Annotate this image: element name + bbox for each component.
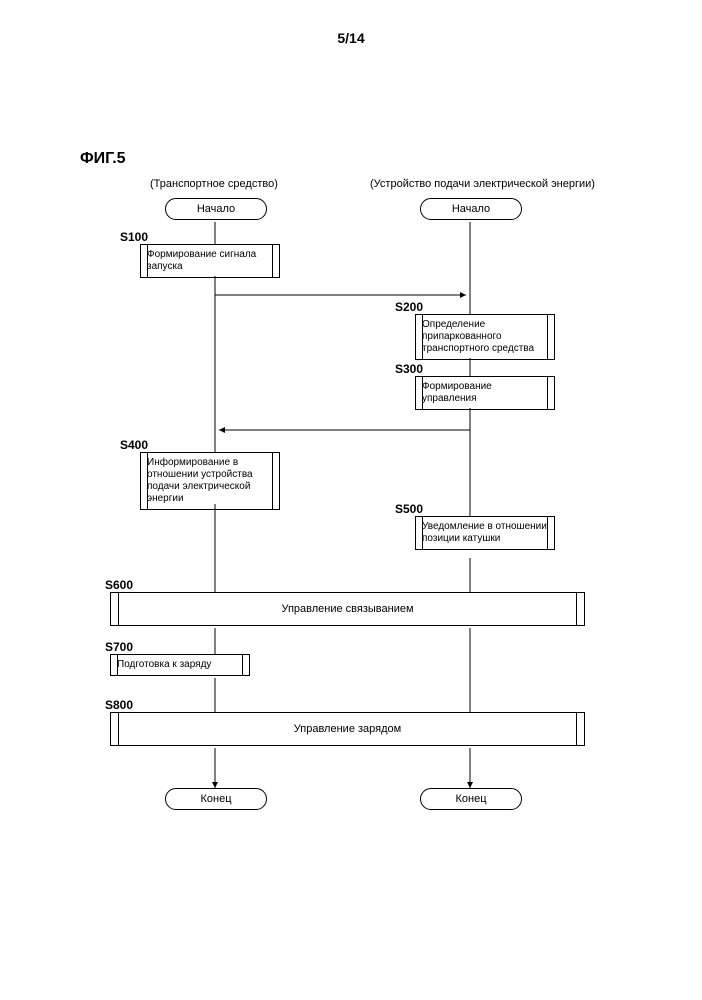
label-s300: S300 xyxy=(395,362,423,376)
terminal-start-left: Начало xyxy=(165,198,267,220)
column-label-right: (Устройство подачи электрической энергии… xyxy=(370,178,595,190)
page: 5/14 ФИГ.5 (Транспортное средство) (Устр… xyxy=(0,0,702,1000)
terminal-end-right: Конец xyxy=(420,788,522,810)
process-s100: Формирование сигнала запуска xyxy=(140,244,280,278)
label-s500: S500 xyxy=(395,502,423,516)
process-s400: Информирование в отношении устройства по… xyxy=(140,452,280,510)
label-s200: S200 xyxy=(395,300,423,314)
terminal-end-left: Конец xyxy=(165,788,267,810)
label-s100: S100 xyxy=(120,230,148,244)
terminal-start-right: Начало xyxy=(420,198,522,220)
process-s700: Подготовка к заряду xyxy=(110,654,250,676)
process-s600: Управление связыванием xyxy=(110,592,585,626)
label-s400: S400 xyxy=(120,438,148,452)
page-number: 5/14 xyxy=(337,30,364,46)
process-s800: Управление зарядом xyxy=(110,712,585,746)
process-s500: Уведомление в отношении позиции катушки xyxy=(415,516,555,550)
figure-label: ФИГ.5 xyxy=(80,150,126,168)
process-s200: Определение припаркованного транспортног… xyxy=(415,314,555,360)
label-s700: S700 xyxy=(105,640,133,654)
process-s300: Формирование управления xyxy=(415,376,555,410)
label-s800: S800 xyxy=(105,698,133,712)
label-s600: S600 xyxy=(105,578,133,592)
column-label-left: (Транспортное средство) xyxy=(150,178,278,190)
